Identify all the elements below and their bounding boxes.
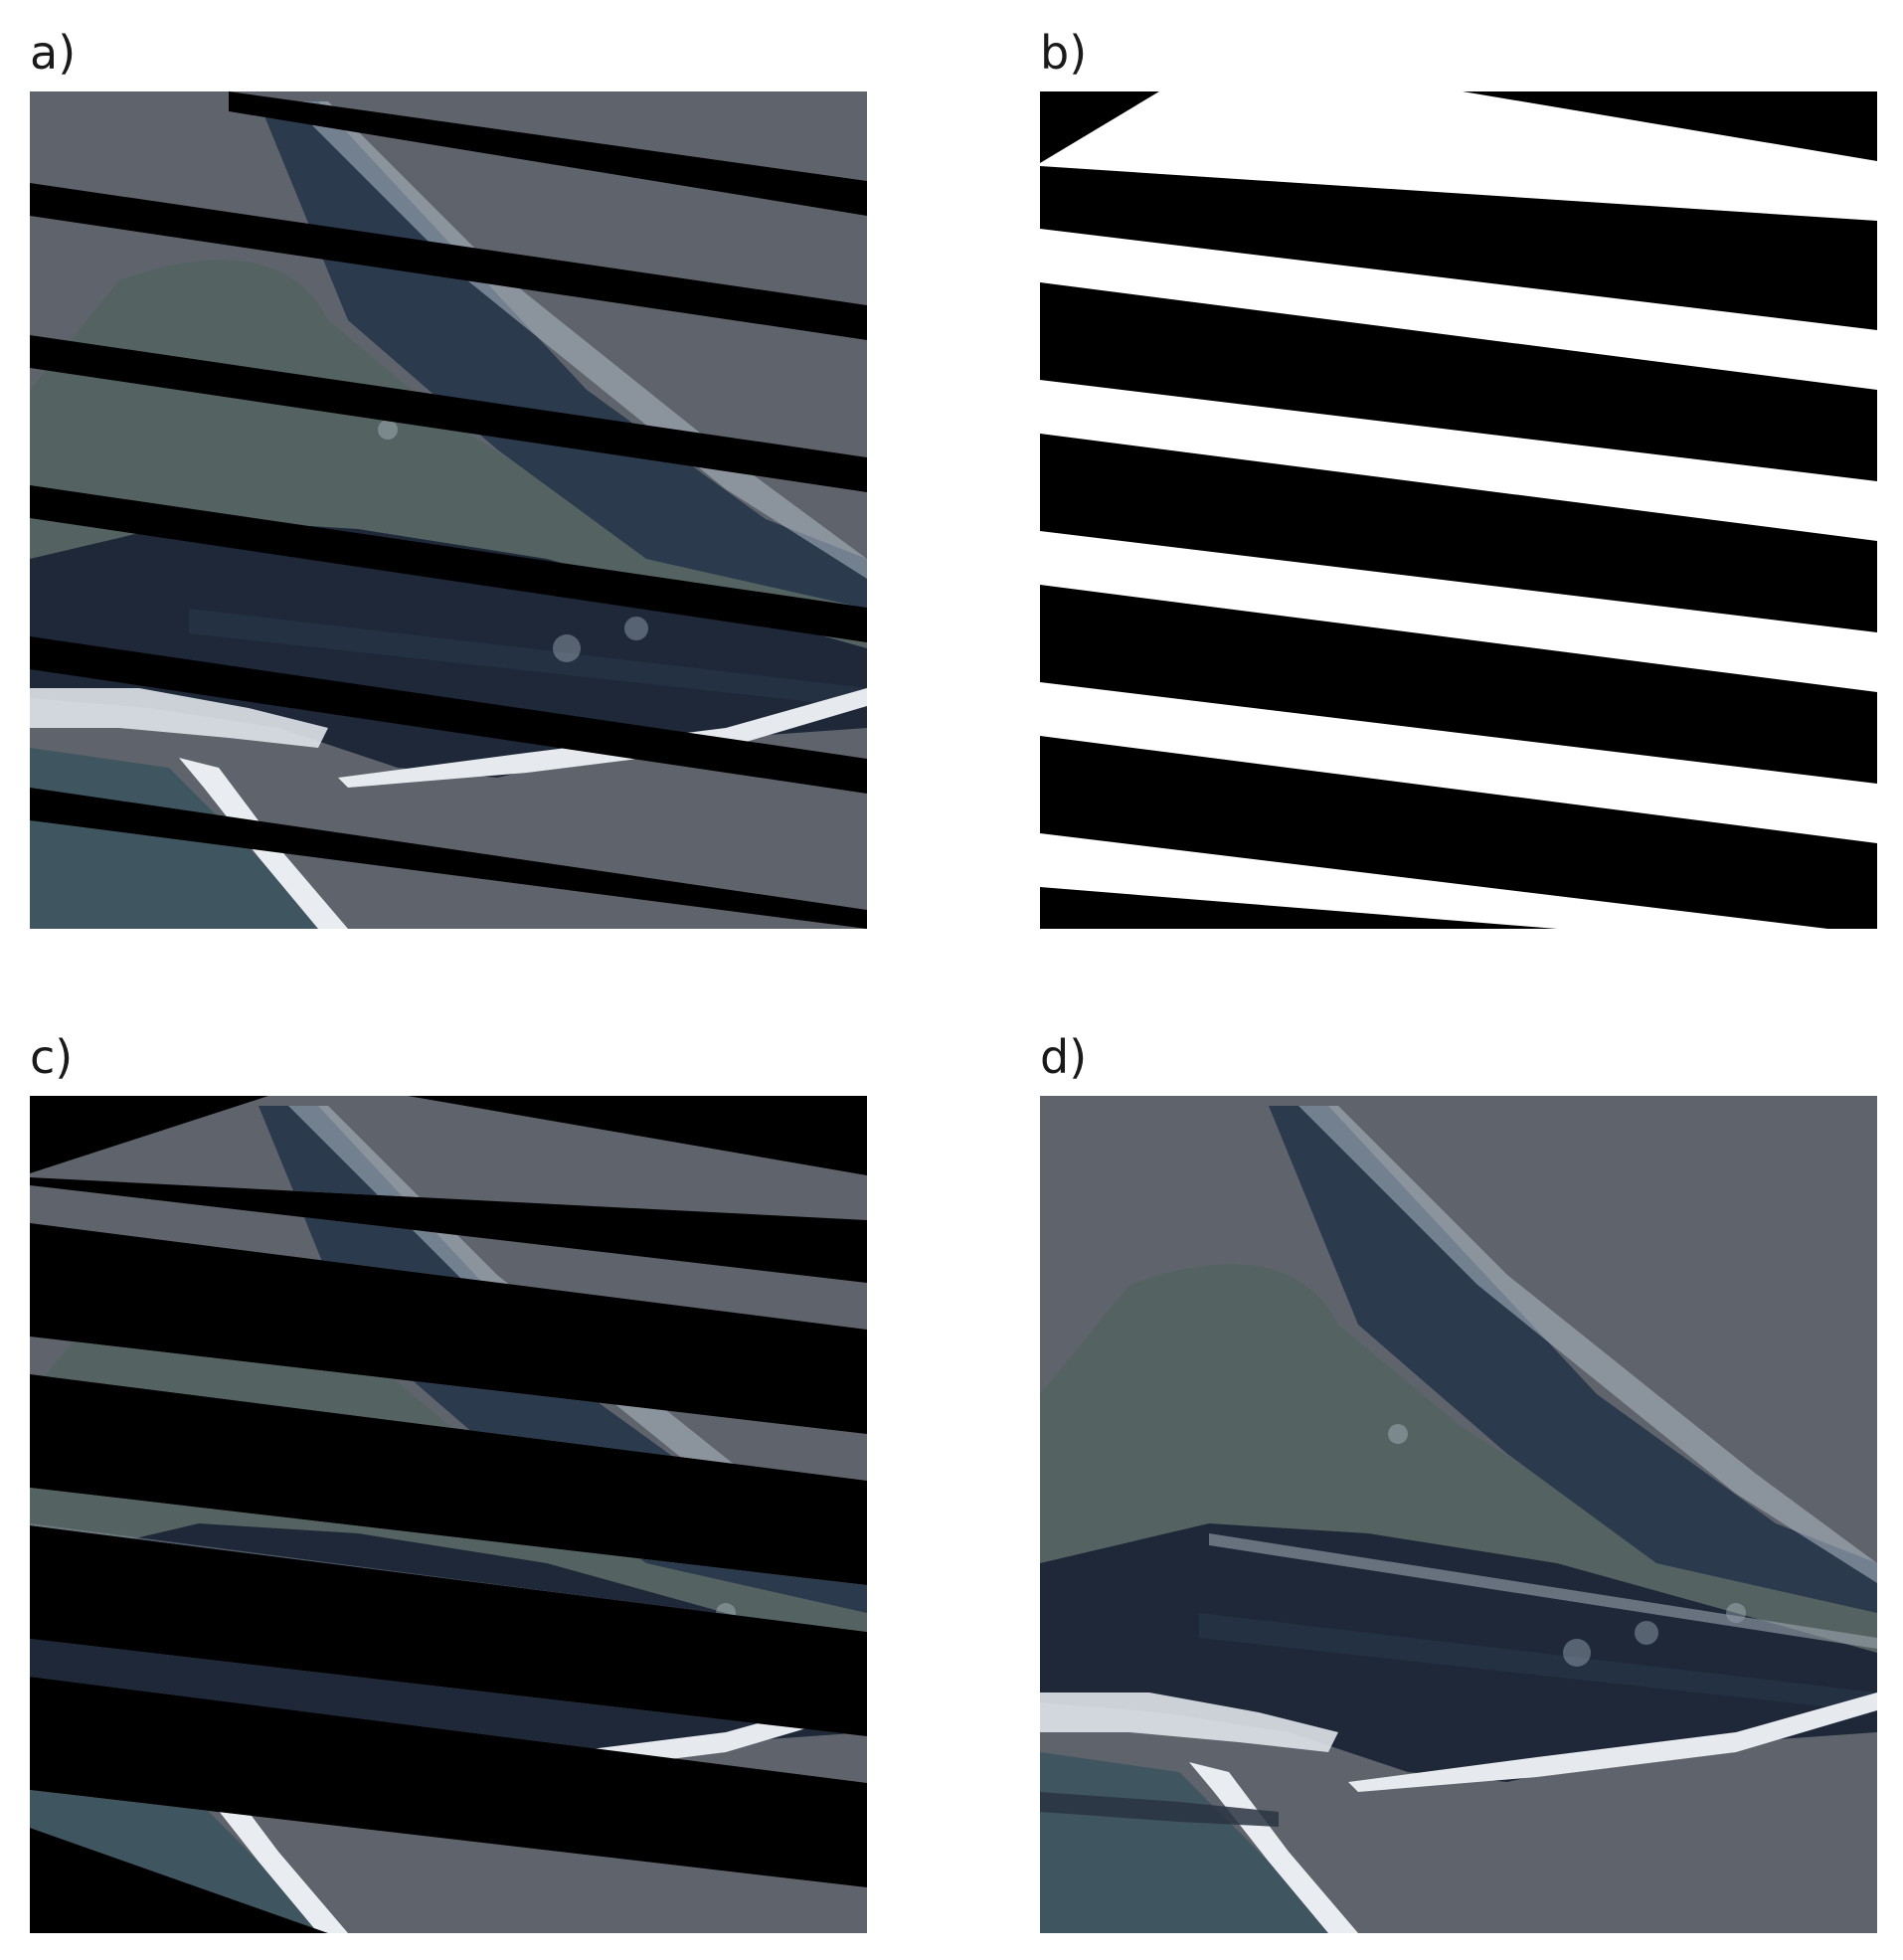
panel-label-d: d) [1040,1030,1088,1084]
panel-label-b: b) [1040,26,1088,80]
reconstructed-satellite-image [1040,1096,1877,1933]
binary-mask [1040,91,1877,929]
panel-b-mask [1040,91,1877,929]
satellite-image-with-gaps [30,91,867,929]
panel-a-striped-input [30,91,867,929]
panel-label-c: c) [30,1030,74,1084]
panel-label-a: a) [30,26,77,80]
masked-satellite-image [30,1096,867,1933]
panel-d-reconstructed [1040,1096,1877,1933]
panel-c-masked-observed [30,1096,867,1933]
